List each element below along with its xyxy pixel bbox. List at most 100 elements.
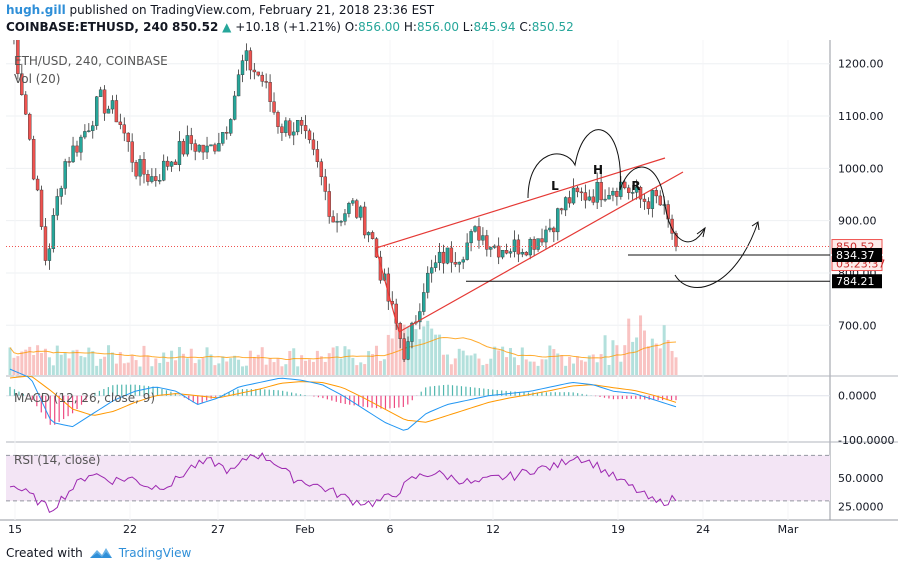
volume-bar: [55, 345, 59, 375]
candle-body: [31, 139, 36, 180]
volume-bar: [114, 363, 118, 375]
volume-bar: [374, 345, 378, 375]
candle-body: [114, 100, 119, 123]
candle-body: [429, 267, 434, 274]
volume-bar: [268, 358, 272, 375]
price-legend[interactable]: ETH/USD, 240, COINBASE: [14, 54, 168, 68]
volume-bar: [221, 356, 225, 375]
candle-body: [311, 139, 316, 150]
volume-bar: [591, 354, 595, 375]
chart-canvas[interactable]: 700.00800.00900.001000.001100.001200.001…: [0, 40, 898, 540]
volume-bar: [201, 357, 205, 375]
candle-body: [158, 180, 162, 182]
candle-body: [563, 197, 568, 211]
price-change: +10.18 (+1.21%): [235, 20, 341, 34]
volume-bar: [315, 350, 319, 375]
volume-bar: [197, 359, 201, 375]
candle-body: [335, 221, 339, 223]
rsi-legend[interactable]: RSI (14, close): [14, 453, 100, 467]
publisher-username[interactable]: hugh.gill: [6, 3, 66, 17]
candle-body: [59, 188, 63, 197]
wedge-upper-line[interactable]: [375, 157, 666, 249]
volume-bar: [453, 358, 457, 375]
candle-body: [260, 74, 264, 82]
macd-legend[interactable]: MACD (12, 26, close, 9): [14, 391, 155, 405]
candle-body: [544, 229, 548, 243]
volume-bar: [394, 321, 398, 375]
candle-body: [189, 135, 193, 144]
candle-body: [571, 187, 576, 204]
candle-body: [292, 131, 296, 136]
volume-bar: [386, 334, 390, 375]
volume-bar: [548, 345, 552, 375]
time-tick-label: 24: [696, 523, 710, 536]
wedge-left-line[interactable]: [375, 247, 400, 333]
volume-bar: [110, 352, 114, 375]
created-with-text: Created with: [6, 546, 83, 560]
candle-body: [410, 322, 414, 342]
candle-body: [359, 206, 363, 218]
tradingview-logo-icon[interactable]: [89, 546, 113, 560]
pattern-label-r[interactable]: R: [631, 179, 640, 193]
projection-curve[interactable]: [674, 221, 759, 288]
candle-body: [418, 311, 422, 323]
projection-arrow-icon[interactable]: [696, 226, 706, 238]
volume-bar: [493, 346, 497, 375]
time-tick-label: Mar: [778, 523, 799, 536]
candle-body: [264, 81, 268, 83]
candle-body: [102, 89, 107, 114]
volume-bar: [323, 361, 327, 375]
volume-bar: [181, 353, 185, 375]
pattern-label-l[interactable]: L: [551, 179, 559, 193]
candle-body: [217, 143, 221, 152]
candle-body: [87, 130, 91, 132]
candle-body: [477, 226, 481, 241]
volume-bar: [536, 365, 540, 375]
volume-bar: [146, 355, 150, 375]
candle-body: [556, 208, 560, 233]
pattern-label-h[interactable]: H: [593, 163, 603, 177]
volume-bar: [611, 340, 615, 375]
volume-bar: [43, 348, 47, 375]
candle-body: [126, 132, 130, 142]
volume-bar: [260, 347, 264, 375]
volume-bar: [233, 355, 237, 375]
volume-bar: [138, 366, 142, 375]
candle-body: [552, 227, 556, 233]
volume-bar: [662, 325, 666, 375]
macd-tick-label: -100.0000: [838, 434, 894, 447]
volume-bar: [67, 358, 71, 375]
drawings[interactable]: L H R: [375, 129, 760, 333]
candle-body: [288, 120, 292, 136]
volume-bar: [631, 341, 635, 375]
volume-bar: [142, 345, 146, 375]
candle-body: [71, 145, 75, 163]
volume-bar: [564, 365, 568, 375]
tradingview-brand-link[interactable]: TradingView: [118, 546, 192, 560]
volume-bar: [434, 334, 438, 375]
volume-bar: [308, 359, 312, 375]
chart-header: hugh.gill published on TradingView.com, …: [6, 2, 574, 36]
volume-bar: [552, 349, 556, 375]
candle-body: [591, 196, 595, 203]
projection-arrow-icon[interactable]: [751, 221, 760, 231]
candle-body: [351, 200, 355, 204]
last-price: 850.52: [171, 20, 219, 34]
price-tick-label: 900.00: [838, 215, 877, 228]
volume-bar: [505, 357, 509, 375]
volume-bar: [79, 355, 83, 375]
candle-body: [146, 174, 150, 182]
candle-body: [489, 247, 493, 250]
volume-legend[interactable]: Vol (20): [14, 72, 60, 86]
volume-bar: [363, 364, 367, 375]
candles: [13, 40, 678, 362]
candle-body: [662, 204, 666, 206]
volume-bar: [166, 361, 170, 375]
wedge-lower-line[interactable]: [398, 171, 684, 333]
head-shoulders-curve[interactable]: [527, 129, 706, 243]
candle-body: [213, 144, 217, 152]
candle-body: [268, 82, 272, 102]
candle-body: [560, 208, 564, 211]
volume-bar: [209, 354, 213, 375]
candle-body: [469, 231, 473, 244]
